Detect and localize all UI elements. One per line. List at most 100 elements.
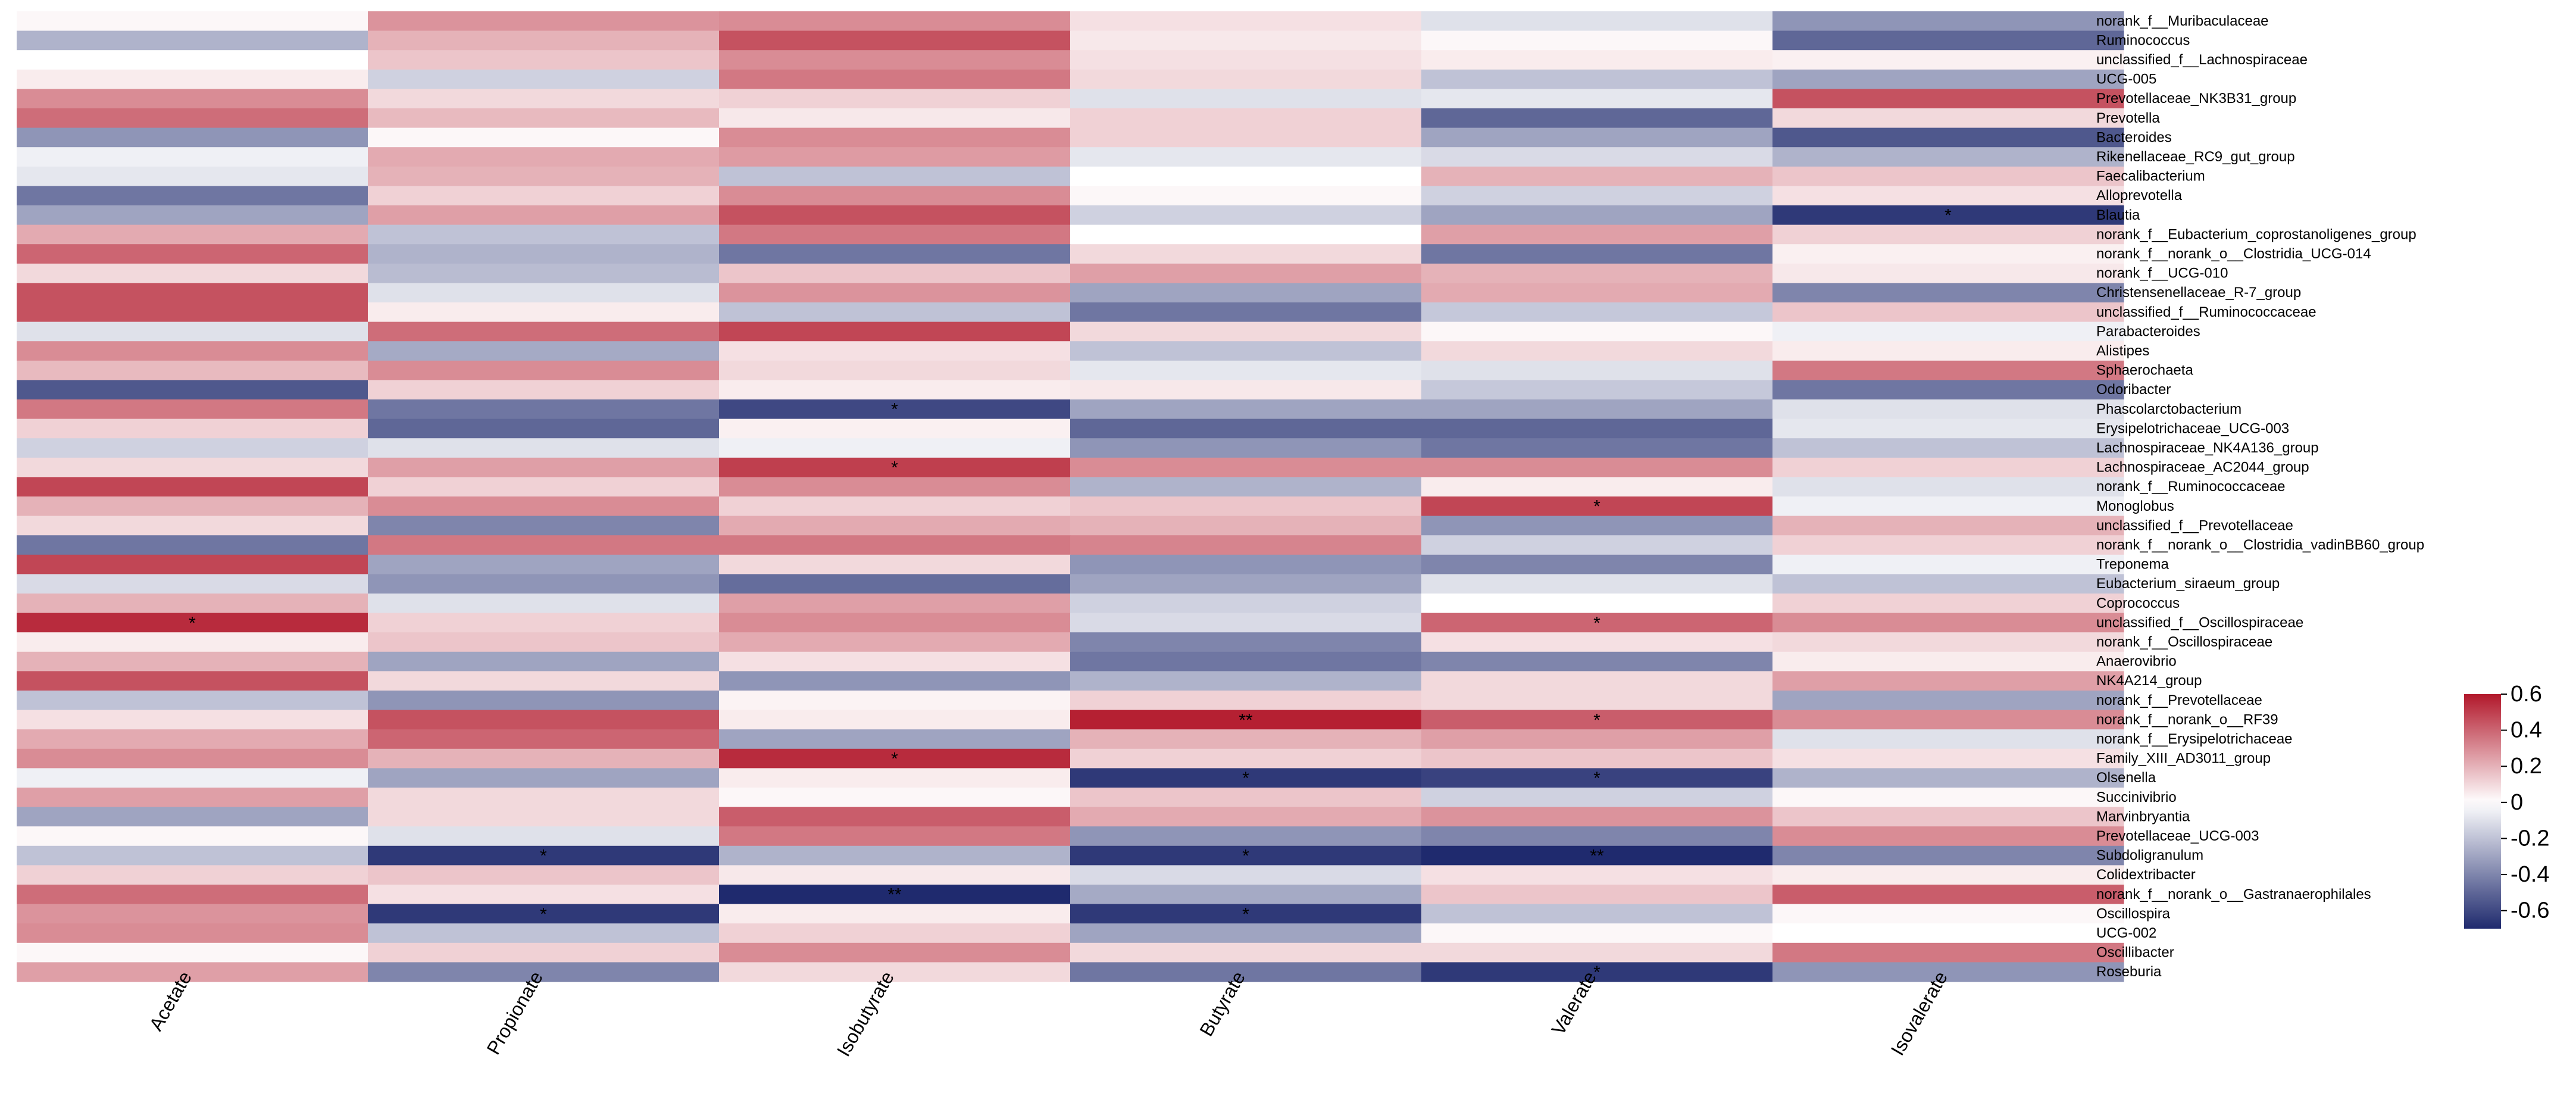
heatmap-cell	[719, 535, 1071, 555]
heatmap-cell	[719, 496, 1071, 517]
heatmap-cell	[17, 438, 368, 458]
heatmap-cell	[368, 283, 720, 303]
heatmap-cell	[368, 962, 720, 982]
significance-star: *	[1593, 613, 1600, 633]
row-label: unclassified_f__Oscillospiraceae	[2096, 614, 2303, 630]
heatmap-cell	[1772, 244, 2124, 264]
heatmap-cell	[719, 613, 1071, 633]
heatmap-cell	[368, 632, 720, 652]
colorbar-tick-label: -0.4	[2511, 862, 2549, 887]
heatmap-cell	[719, 788, 1071, 808]
heatmap-cell	[1070, 942, 1422, 963]
heatmap-cell	[1772, 826, 2124, 847]
heatmap-cell	[1772, 360, 2124, 380]
heatmap-cell	[1070, 594, 1422, 614]
row-label: norank_f__Erysipelotrichaceae	[2096, 731, 2293, 747]
heatmap-cell	[1421, 594, 1773, 614]
heatmap-cell	[368, 574, 720, 594]
heatmap-cell	[1070, 30, 1422, 51]
heatmap-cell	[1070, 263, 1422, 283]
heatmap-cell	[719, 748, 1071, 769]
heatmap-cell	[1421, 885, 1773, 905]
heatmap-cell	[719, 807, 1071, 827]
row-label: Prevotella	[2096, 110, 2160, 126]
row-label: Monoglobus	[2096, 498, 2174, 514]
row-label: Lachnospiraceae_NK4A136_group	[2096, 440, 2319, 456]
heatmap-cell	[1421, 574, 1773, 594]
heatmap-cell	[368, 845, 720, 866]
heatmap-cell	[1772, 516, 2124, 536]
heatmap-cell	[17, 516, 368, 536]
heatmap-cell	[719, 418, 1071, 439]
heatmap-cell	[17, 302, 368, 323]
heatmap-cell	[1421, 651, 1773, 672]
heatmap-cell	[17, 554, 368, 574]
row-label: Prevotellaceae_NK3B31_group	[2096, 90, 2296, 107]
row-label: norank_f__Ruminococcaceae	[2096, 479, 2286, 495]
row-label: norank_f__norank_o__RF39	[2096, 711, 2278, 727]
heatmap-cell	[719, 69, 1071, 89]
heatmap-cell	[368, 748, 720, 769]
heatmap-cell	[1772, 594, 2124, 614]
heatmap-cell	[368, 166, 720, 186]
heatmap-cell	[17, 360, 368, 380]
heatmap-cell	[368, 516, 720, 536]
heatmap-cell	[368, 321, 720, 342]
heatmap-cell	[1421, 30, 1773, 51]
row-label: Colidextribacter	[2096, 867, 2196, 883]
heatmap-cell	[368, 788, 720, 808]
heatmap-cell	[1070, 632, 1422, 652]
heatmap-cell	[719, 477, 1071, 497]
heatmap-cell	[1421, 613, 1773, 633]
heatmap-cell	[1772, 729, 2124, 749]
heatmap-cell	[1421, 69, 1773, 89]
heatmap-cell	[719, 108, 1071, 129]
heatmap-cell	[1070, 962, 1422, 982]
heatmap-cell	[17, 807, 368, 827]
heatmap-cell	[1421, 11, 1773, 32]
heatmap-cell	[1421, 147, 1773, 167]
row-label: norank_f__Muribaculaceae	[2096, 13, 2269, 29]
heatmap-cell	[719, 224, 1071, 245]
heatmap-cell	[1070, 341, 1422, 361]
heatmap-cell	[1421, 807, 1773, 827]
heatmap-cell	[1421, 224, 1773, 245]
heatmap-cell	[719, 127, 1071, 148]
heatmap-cell	[1772, 477, 2124, 497]
heatmap-cell	[17, 457, 368, 477]
heatmap-cell	[1772, 691, 2124, 711]
row-label: Bacteroides	[2096, 129, 2172, 145]
heatmap-cell	[1070, 438, 1422, 458]
row-label: Blautia	[2096, 207, 2140, 223]
row-label: norank_f__norank_o__Gastranaerophilales	[2096, 886, 2371, 902]
heatmap-cell	[1772, 807, 2124, 827]
heatmap-cell	[1070, 380, 1422, 400]
heatmap-cell	[368, 613, 720, 633]
heatmap-cell	[17, 710, 368, 730]
heatmap-cell	[17, 399, 368, 420]
heatmap-cell	[368, 186, 720, 206]
row-label: norank_f__norank_o__Clostridia_vadinBB60…	[2096, 537, 2424, 553]
row-label: Ruminococcus	[2096, 32, 2190, 48]
heatmap-cell	[1070, 923, 1422, 944]
heatmap-cell	[1070, 845, 1422, 866]
heatmap-cell	[1070, 885, 1422, 905]
heatmap-cell	[368, 244, 720, 264]
heatmap-cell	[719, 594, 1071, 614]
heatmap-cell	[368, 807, 720, 827]
heatmap-cell	[17, 89, 368, 109]
significance-star: *	[1242, 904, 1249, 924]
heatmap-cell	[719, 574, 1071, 594]
heatmap-cell	[1772, 574, 2124, 594]
heatmap-cell	[17, 942, 368, 963]
row-label: Olsenella	[2096, 770, 2156, 786]
row-label: UCG-005	[2096, 71, 2156, 88]
heatmap-cell	[368, 729, 720, 749]
row-label: NK4A214_group	[2096, 673, 2202, 689]
heatmap-cell	[1421, 418, 1773, 439]
heatmap-cell	[1772, 710, 2124, 730]
heatmap-cell	[1070, 671, 1422, 691]
heatmap-cell	[17, 380, 368, 400]
heatmap-cell	[719, 632, 1071, 652]
heatmap-cell	[1772, 632, 2124, 652]
